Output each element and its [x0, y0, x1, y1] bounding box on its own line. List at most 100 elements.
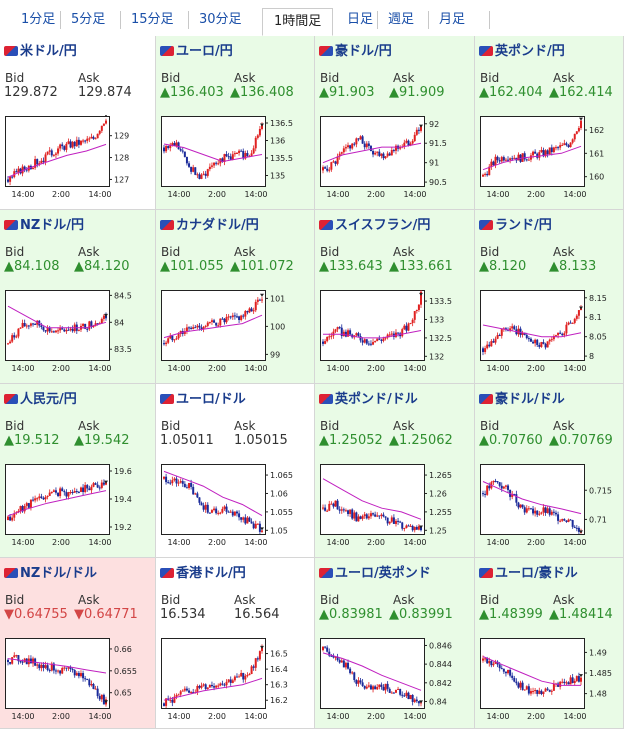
tab-3[interactable]: 30分足	[188, 11, 242, 29]
candle-body	[219, 512, 222, 514]
pair-card[interactable]: スイスフラン/円 Bid Ask ▲133.643 ▲133.661 133.5…	[315, 210, 475, 384]
pair-title[interactable]: NZドル/ドル	[4, 565, 97, 583]
candle-body	[544, 688, 547, 692]
candle-body	[38, 664, 41, 669]
candle-body	[513, 326, 516, 330]
candle-body	[210, 320, 213, 322]
candle-body	[490, 661, 493, 666]
pair-title[interactable]: ユーロ/英ポンド	[319, 565, 431, 583]
price-chart[interactable]: 0.66 0.655 0.65 14:00 2:00 14:00	[4, 637, 144, 723]
tab-2[interactable]: 15分足	[120, 11, 174, 29]
candle-body	[332, 655, 335, 658]
candle-body	[235, 152, 238, 154]
y-tick-label: 1.065	[270, 471, 293, 480]
pair-title[interactable]: ユーロ/円	[160, 43, 233, 61]
candle-body	[486, 485, 489, 495]
tab-7[interactable]: 月足	[428, 11, 465, 29]
chart-frame	[480, 116, 585, 187]
pair-card[interactable]: 米ドル/円 Bid Ask 129.872 129.874 129 128 127 1…	[0, 36, 156, 210]
tab-5[interactable]: 日足	[347, 12, 374, 27]
candle-body	[61, 328, 64, 330]
pair-title[interactable]: 豪ドル/円	[319, 43, 392, 61]
pair-card[interactable]: 豪ドル/円 Bid Ask ▲91.903 ▲91.909 92 91.5 91 90…	[315, 36, 475, 210]
price-chart[interactable]: 84.5 84 83.5 14:00 2:00 14:00	[4, 289, 144, 375]
pair-title[interactable]: 英ポンド/ドル	[319, 391, 418, 409]
candle-body	[71, 141, 74, 148]
tab-6[interactable]: 週足	[377, 11, 414, 29]
candle-body	[580, 120, 582, 129]
price-chart[interactable]: 1.49 1.485 1.48 14:00 2:00 14:00	[479, 637, 619, 723]
pair-card[interactable]: 人民元/円 Bid Ask ▲19.512 ▲19.542 19.6 19.4 19…	[0, 384, 156, 558]
candle-body	[575, 315, 578, 319]
candle-body	[208, 166, 211, 170]
candle-body	[57, 148, 60, 154]
candle-body	[221, 318, 224, 320]
candle-body	[202, 173, 205, 175]
bid-label: Bid	[480, 245, 500, 259]
pair-title[interactable]: 人民元/円	[4, 391, 77, 409]
pair-card[interactable]: 豪ドル/ドル Bid Ask ▲0.70760 ▲0.70769 0.715 0.…	[475, 384, 624, 558]
price-chart[interactable]: 16.516.416.316.214:00 2:00 14:00	[160, 637, 300, 723]
tab-4[interactable]: 1時間足	[262, 8, 334, 36]
price-chart[interactable]: 0.715 0.71 14:00 2:00 14:00	[479, 463, 619, 549]
pair-title[interactable]: カナダドル/円	[160, 217, 259, 235]
candle-body	[96, 323, 99, 325]
pair-card[interactable]: ランド/円 Bid Ask ▲8.120 ▲8.133 8.15 8.1 8.05 8…	[475, 210, 624, 384]
candle-body	[183, 151, 186, 157]
x-tick-label: 14:00	[167, 712, 190, 721]
pair-title[interactable]: ユーロ/ドル	[160, 391, 246, 409]
pair-card[interactable]: ユーロ/ドル Bid Ask 1.05011 1.05015 1.065 1.06…	[156, 384, 315, 558]
candle-body	[42, 497, 45, 500]
pair-card[interactable]: ユーロ/豪ドル Bid Ask ▲1.48399 ▲1.48414 1.49 1.…	[475, 558, 624, 729]
candle-body	[50, 491, 53, 493]
price-chart[interactable]: 19.619.419.214:00 2:00 14:00	[4, 463, 144, 549]
candle-body	[523, 153, 526, 160]
pair-title[interactable]: スイスフラン/円	[319, 217, 430, 235]
candle-body	[29, 323, 32, 326]
tab-0[interactable]: 1分足	[21, 12, 56, 27]
pair-title[interactable]: ユーロ/豪ドル	[479, 565, 578, 583]
candle-body	[185, 487, 188, 489]
pair-card[interactable]: NZドル/円 Bid Ask ▲84.108 ▲84.120 84.5 84 83.…	[0, 210, 156, 384]
pair-title[interactable]: 米ドル/円	[4, 43, 77, 61]
candle-body	[221, 683, 224, 685]
candle-body	[322, 507, 324, 509]
candle-body	[482, 658, 484, 661]
candle-body	[380, 339, 383, 341]
pair-title[interactable]: ランド/円	[479, 217, 552, 235]
pair-title[interactable]: 英ポンド/円	[479, 43, 565, 61]
bid-value: ▲84.108	[4, 259, 60, 274]
candle-body	[334, 500, 337, 507]
tab-1[interactable]: 5分足	[60, 11, 105, 29]
candle-body	[403, 528, 406, 530]
candle-body	[496, 335, 499, 339]
candle-body	[330, 503, 333, 505]
candle-body	[376, 687, 379, 690]
pair-card[interactable]: ユーロ/英ポンド Bid Ask ▲0.83981 ▲0.83991 0.846…	[315, 558, 475, 729]
pair-card[interactable]: カナダドル/円 Bid Ask ▲101.055 ▲101.072 101 100…	[156, 210, 315, 384]
pair-card[interactable]: 英ポンド/円 Bid Ask ▲162.404 ▲162.414 162 161 1…	[475, 36, 624, 210]
candle-body	[167, 482, 170, 484]
bid-value: ▲101.055	[160, 259, 224, 274]
pair-card[interactable]: NZドル/ドル Bid Ask ▼0.64755 ▼0.64771 0.66 0.…	[0, 558, 156, 729]
pair-card[interactable]: ユーロ/円 Bid Ask ▲136.403 ▲136.408 136.5 136…	[156, 36, 315, 210]
candle-body	[388, 521, 391, 524]
candle-body	[40, 325, 43, 328]
pair-card[interactable]: 英ポンド/ドル Bid Ask ▲1.25052 ▲1.25062 1.265 1…	[315, 384, 475, 558]
candle-body	[567, 322, 570, 325]
pair-card[interactable]: 香港ドル/円 Bid Ask 16.534 16.564 16.5 16.4 16.…	[156, 558, 315, 729]
pair-title[interactable]: 香港ドル/円	[160, 565, 246, 583]
candle-body	[98, 130, 101, 134]
pair-title[interactable]: 豪ドル/ドル	[479, 391, 565, 409]
pair-title[interactable]: NZドル/円	[4, 217, 84, 235]
